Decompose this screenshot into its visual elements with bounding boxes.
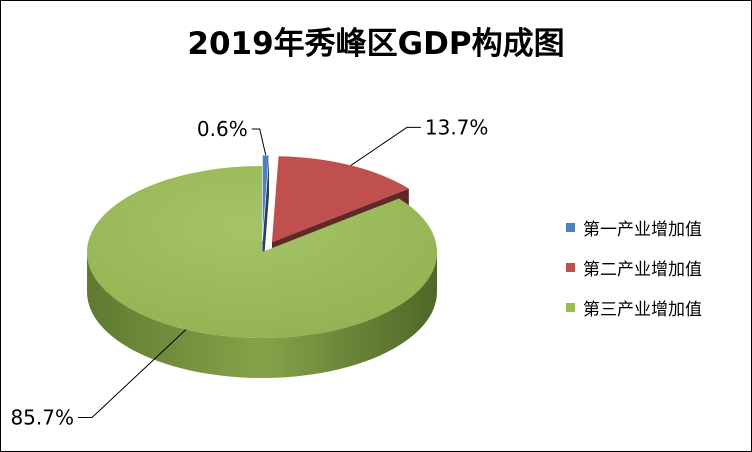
slice-secondary-top — [271, 156, 409, 243]
leader-line-tertiary — [77, 329, 187, 418]
data-label-tertiary: 85.7% — [10, 405, 74, 429]
data-labels: 0.6% 13.7% 85.7% — [10, 115, 488, 429]
legend-swatch-tertiary — [566, 302, 575, 312]
legend-swatch-primary — [566, 222, 575, 232]
legend-item-tertiary: 第三产业增加值 — [566, 287, 702, 327]
leader-lines — [77, 126, 421, 418]
leader-line-primary — [251, 128, 267, 156]
chart-title: 2019年秀峰区GDP构成图 — [187, 26, 565, 62]
slice-tertiary-side — [87, 252, 437, 378]
data-label-secondary: 13.7% — [425, 115, 489, 139]
legend-label-secondary: 第二产业增加值 — [583, 259, 702, 280]
legend-label-primary: 第一产业增加值 — [583, 219, 702, 240]
leader-line-secondary — [350, 126, 421, 166]
slice-primary-edge — [262, 155, 270, 282]
legend-swatch-secondary — [566, 262, 575, 272]
legend-label-tertiary: 第三产业增加值 — [583, 299, 702, 320]
legend-item-primary: 第一产业增加值 — [566, 207, 702, 247]
slice-tertiary-top — [86, 166, 437, 338]
legend: 第一产业增加值 第二产业增加值 第三产业增加值 — [566, 207, 702, 327]
slice-tops — [86, 154, 437, 338]
data-label-primary: 0.6% — [197, 117, 248, 141]
legend-item-secondary: 第二产业增加值 — [566, 247, 702, 287]
